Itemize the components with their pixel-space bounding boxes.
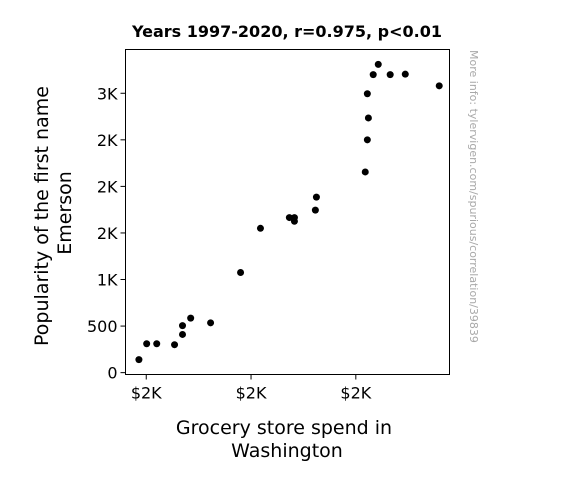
data-point <box>153 340 161 348</box>
data-point <box>401 70 409 78</box>
y-tick-label: 2K <box>97 131 118 150</box>
y-tick-label: 0 <box>107 364 117 383</box>
data-point <box>290 214 298 222</box>
data-point <box>256 224 264 232</box>
y-axis: 0 500 1K 2K 2K 2K 3K <box>87 84 126 383</box>
x-tick-label: $2K <box>236 384 267 403</box>
data-point <box>363 136 371 144</box>
data-point <box>187 314 195 322</box>
data-point <box>363 90 371 98</box>
x-tick-label: $2K <box>131 384 162 403</box>
data-points <box>135 60 443 364</box>
data-point <box>143 340 151 348</box>
data-point <box>312 193 320 201</box>
x-axis-label-line-1: Grocery store spend in <box>176 417 392 439</box>
data-point <box>171 341 179 349</box>
data-point <box>435 82 443 90</box>
plot-area: $2K $2K $2K 0 500 1K 2K 2K 2K 3K <box>87 49 450 403</box>
data-point <box>285 214 293 222</box>
data-point <box>364 114 372 122</box>
y-tick-label: 2K <box>97 224 118 243</box>
plot-frame <box>125 49 450 375</box>
data-point <box>179 330 187 338</box>
x-axis: $2K $2K $2K <box>131 374 372 403</box>
chart-title: Years 1997-2020, r=0.975, p<0.01 <box>131 22 442 41</box>
y-tick-label: 1K <box>97 271 118 290</box>
data-point <box>311 206 319 214</box>
data-point <box>135 356 143 364</box>
x-tick-label: $2K <box>340 384 371 403</box>
x-axis-label: Grocery store spend in Washington <box>176 417 398 462</box>
y-axis-label-line-1: Popularity of the first name <box>31 86 53 346</box>
y-axis-label-line-2: Emerson <box>54 171 76 255</box>
data-point <box>237 269 245 277</box>
x-axis-label-line-2: Washington <box>231 440 343 462</box>
data-point <box>386 71 394 79</box>
y-axis-label: Popularity of the first name Emerson <box>31 80 76 346</box>
y-tick-label: 500 <box>87 317 118 336</box>
data-point <box>179 322 187 330</box>
data-point <box>207 319 215 327</box>
data-point <box>361 168 369 176</box>
data-point <box>374 60 382 68</box>
y-tick-label: 2K <box>97 177 118 196</box>
watermark-text: More info: tylervigen.com/spurious/corre… <box>467 50 480 343</box>
data-point <box>369 71 377 79</box>
y-tick-label: 3K <box>97 84 118 103</box>
